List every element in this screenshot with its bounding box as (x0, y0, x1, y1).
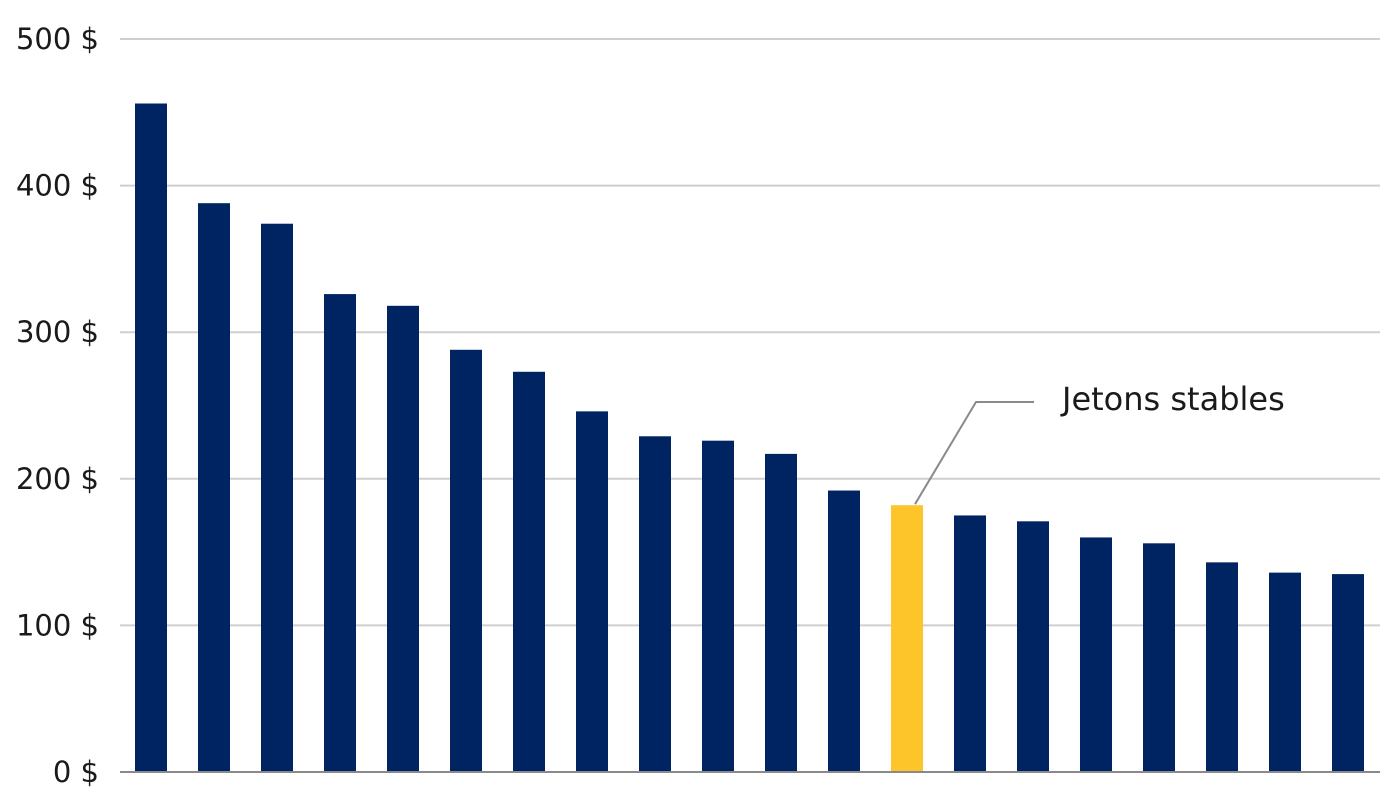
y-tick-label: 500 $ (16, 22, 99, 56)
bar (702, 440, 734, 772)
bar (450, 349, 482, 772)
y-tick-label: 200 $ (16, 462, 99, 496)
bar (198, 203, 230, 772)
y-tick-label: 0 $ (53, 755, 99, 789)
y-tick-label: 100 $ (16, 608, 99, 642)
grid-layer (120, 38, 1380, 627)
bar (576, 411, 608, 772)
bars-layer (135, 103, 1364, 772)
bar (261, 223, 293, 772)
bar (1143, 543, 1175, 772)
annotation-label: Jetons stables (1060, 380, 1285, 418)
bar (324, 294, 356, 772)
bar (1206, 562, 1238, 772)
y-tick-label: 400 $ (16, 169, 99, 203)
bar (828, 490, 860, 772)
y-tick-label: 300 $ (16, 315, 99, 349)
bar-highlighted (891, 505, 923, 772)
bar (513, 371, 545, 772)
bar (954, 515, 986, 772)
bar (1332, 574, 1364, 772)
bar (1017, 521, 1049, 772)
bar (1080, 537, 1112, 772)
bar (1269, 572, 1301, 772)
bar (387, 305, 419, 772)
y-axis-ticks: 0 $ 100 $ 200 $ 300 $ 400 $ 500 $ (16, 22, 99, 789)
bar (135, 103, 167, 772)
annotation-leader-line (914, 401, 1034, 505)
bar (765, 453, 797, 772)
bar (639, 436, 671, 772)
annotation-layer: Jetons stables (914, 380, 1285, 505)
